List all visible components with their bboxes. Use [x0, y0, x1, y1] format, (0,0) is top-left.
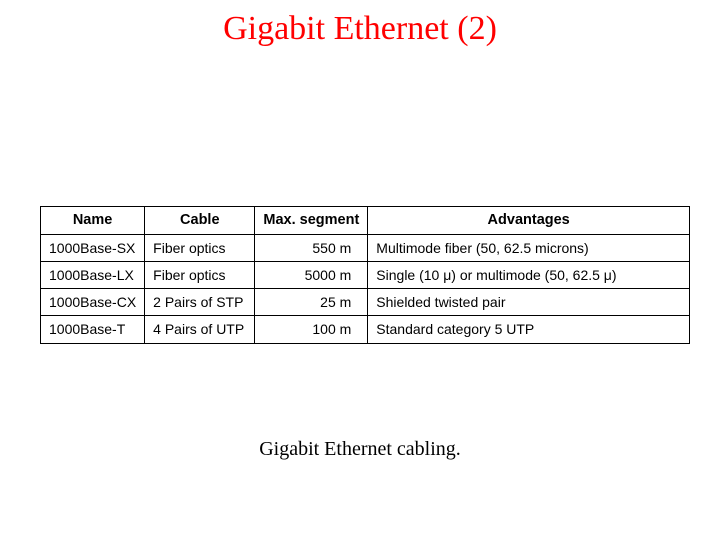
cell-advantages: Shielded twisted pair: [368, 289, 690, 316]
slide-title: Gigabit Ethernet (2): [0, 0, 720, 48]
cabling-table-container: Name Cable Max. segment Advantages 1000B…: [40, 206, 690, 344]
cell-segment: 100 m: [255, 316, 368, 343]
header-advantages: Advantages: [368, 207, 690, 235]
header-cable: Cable: [145, 207, 255, 235]
table-row: 1000Base-SX Fiber optics 550 m Multimode…: [41, 234, 690, 261]
cell-cable: Fiber optics: [145, 262, 255, 289]
table-header-row: Name Cable Max. segment Advantages: [41, 207, 690, 235]
cell-cable: 4 Pairs of UTP: [145, 316, 255, 343]
figure-caption: Gigabit Ethernet cabling.: [0, 438, 720, 461]
cell-name: 1000Base-CX: [41, 289, 145, 316]
table-row: 1000Base-LX Fiber optics 5000 m Single (…: [41, 262, 690, 289]
table-row: 1000Base-CX 2 Pairs of STP 25 m Shielded…: [41, 289, 690, 316]
cell-segment: 25 m: [255, 289, 368, 316]
cell-advantages: Single (10 μ) or multimode (50, 62.5 μ): [368, 262, 690, 289]
cell-cable: 2 Pairs of STP: [145, 289, 255, 316]
cell-advantages: Multimode fiber (50, 62.5 microns): [368, 234, 690, 261]
cell-name: 1000Base-T: [41, 316, 145, 343]
table-row: 1000Base-T 4 Pairs of UTP 100 m Standard…: [41, 316, 690, 343]
cell-segment: 550 m: [255, 234, 368, 261]
cell-segment: 5000 m: [255, 262, 368, 289]
header-segment: Max. segment: [255, 207, 368, 235]
cell-name: 1000Base-LX: [41, 262, 145, 289]
cell-cable: Fiber optics: [145, 234, 255, 261]
cell-advantages: Standard category 5 UTP: [368, 316, 690, 343]
header-name: Name: [41, 207, 145, 235]
cell-name: 1000Base-SX: [41, 234, 145, 261]
cabling-table: Name Cable Max. segment Advantages 1000B…: [40, 206, 690, 344]
